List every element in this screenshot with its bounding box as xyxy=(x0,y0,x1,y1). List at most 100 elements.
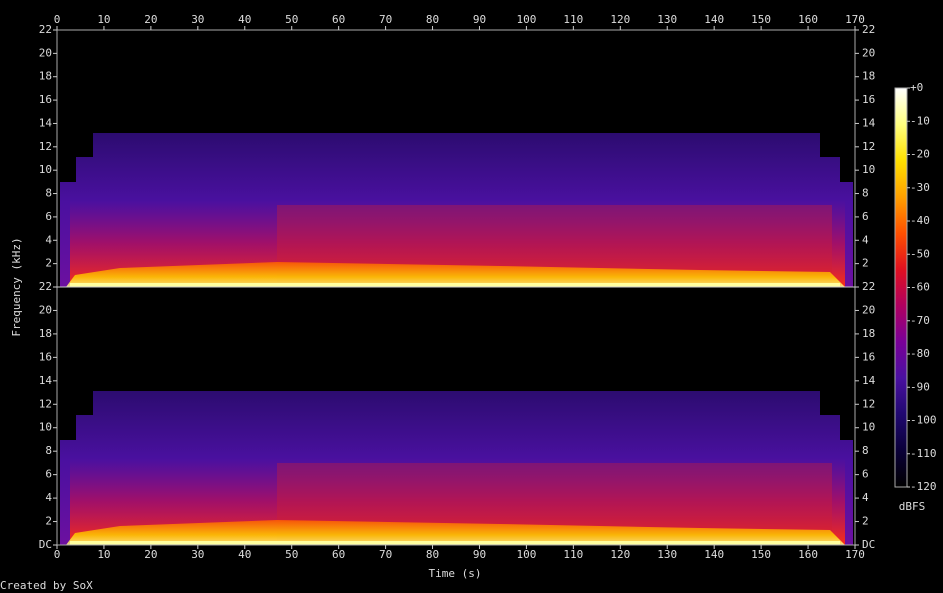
colorbar-tick-label: -20 xyxy=(910,148,930,161)
x-tick-label: 140 xyxy=(704,13,724,26)
y-tick-label: 10 xyxy=(862,421,875,434)
x-tick-label: 140 xyxy=(704,548,724,561)
y-tick-label: 2 xyxy=(45,257,52,270)
x-tick-label: 130 xyxy=(657,548,677,561)
y-tick-label: 2 xyxy=(862,257,869,270)
y-tick-label: 14 xyxy=(862,374,876,387)
x-tick-label: 90 xyxy=(473,548,486,561)
y-tick-label: 6 xyxy=(862,210,869,223)
colorbar-tick-label: -100 xyxy=(910,414,937,427)
x-tick-label: 70 xyxy=(379,13,392,26)
x-tick-label: 50 xyxy=(285,548,298,561)
x-tick-label: 50 xyxy=(285,13,298,26)
y-tick-label: 18 xyxy=(862,70,875,83)
y-tick-label: 8 xyxy=(862,444,869,457)
x-tick-label: 110 xyxy=(563,548,583,561)
colorbar-tick-label: -60 xyxy=(910,281,930,294)
colorbar-tick-label: -110 xyxy=(910,447,937,460)
x-tick-label: 40 xyxy=(238,13,251,26)
y-tick-label: 10 xyxy=(39,421,52,434)
y-tick-label: 4 xyxy=(45,233,52,246)
y-axis-label: Frequency (kHz) xyxy=(10,237,23,336)
y-tick-label: 12 xyxy=(862,140,875,153)
colorbar-tick-label: +0 xyxy=(910,81,923,94)
x-tick-label: 20 xyxy=(144,13,157,26)
x-tick-label: 120 xyxy=(610,13,630,26)
x-tick-label: 150 xyxy=(751,13,771,26)
x-tick-label: 150 xyxy=(751,548,771,561)
spectrogram-top xyxy=(60,133,853,287)
y-tick-label: 22 xyxy=(39,280,52,293)
colorbar-tick-label: -50 xyxy=(910,247,930,260)
spectrogram-bottom xyxy=(60,391,853,545)
y-tick-label: 8 xyxy=(45,187,52,200)
colorbar-label: dBFS xyxy=(899,500,926,513)
x-tick-label: 0 xyxy=(54,548,61,561)
y-tick-label: 22 xyxy=(862,23,875,36)
x-tick-label: 100 xyxy=(516,548,536,561)
colorbar-tick-label: -40 xyxy=(910,214,930,227)
x-tick-label: 10 xyxy=(97,13,110,26)
y-tick-label: DC xyxy=(39,538,52,551)
y-tick-label: 4 xyxy=(45,491,52,504)
y-tick-label: 4 xyxy=(862,233,869,246)
x-tick-label: 0 xyxy=(54,13,61,26)
y-tick-label: 14 xyxy=(39,374,53,387)
x-tick-label: 120 xyxy=(610,548,630,561)
y-tick-label: 14 xyxy=(39,116,53,129)
x-tick-label: 90 xyxy=(473,13,486,26)
y-tick-label: 6 xyxy=(45,210,52,223)
y-tick-label: 18 xyxy=(862,327,875,340)
y-tick-label: 18 xyxy=(39,70,52,83)
y-tick-label: 2 xyxy=(45,515,52,528)
y-tick-label: 20 xyxy=(862,303,875,316)
x-tick-label: 20 xyxy=(144,548,157,561)
x-tick-label: 80 xyxy=(426,548,439,561)
x-axis-label: Time (s) xyxy=(429,567,482,580)
y-tick-label: 12 xyxy=(39,140,52,153)
x-tick-label: 10 xyxy=(97,548,110,561)
y-tick-label: 12 xyxy=(862,397,875,410)
colorbar-tick-label: -120 xyxy=(910,480,937,493)
x-tick-label: 160 xyxy=(798,13,818,26)
y-tick-label: 16 xyxy=(39,350,52,363)
x-tick-label: 110 xyxy=(563,13,583,26)
y-tick-label: 12 xyxy=(39,397,52,410)
x-tick-label: 80 xyxy=(426,13,439,26)
x-tick-label: 30 xyxy=(191,548,204,561)
x-tick-label: 100 xyxy=(516,13,536,26)
y-tick-label: 10 xyxy=(39,163,52,176)
y-tick-label: 18 xyxy=(39,327,52,340)
footer: Created by SoX xyxy=(0,579,93,592)
y-tick-label: DC xyxy=(862,538,875,551)
y-tick-label: 20 xyxy=(862,46,875,59)
colorbar-tick-label: -70 xyxy=(910,314,930,327)
y-tick-label: 16 xyxy=(862,350,875,363)
x-tick-label: 160 xyxy=(798,548,818,561)
y-tick-label: 22 xyxy=(862,280,875,293)
y-tick-label: 14 xyxy=(862,116,876,129)
y-tick-label: 6 xyxy=(45,468,52,481)
y-tick-label: 8 xyxy=(45,444,52,457)
y-tick-label: 22 xyxy=(39,23,52,36)
y-tick-label: 8 xyxy=(862,187,869,200)
x-tick-label: 130 xyxy=(657,13,677,26)
y-tick-label: 2 xyxy=(862,515,869,528)
x-tick-label: 70 xyxy=(379,548,392,561)
x-tick-label: 40 xyxy=(238,548,251,561)
y-tick-label: 20 xyxy=(39,303,52,316)
x-tick-label: 170 xyxy=(845,548,865,561)
colorbar xyxy=(894,87,908,488)
colorbar-tick-label: -30 xyxy=(910,181,930,194)
x-tick-label: 170 xyxy=(845,13,865,26)
y-tick-label: 20 xyxy=(39,46,52,59)
y-tick-label: 16 xyxy=(39,93,52,106)
colorbar-tick-label: -80 xyxy=(910,347,930,360)
y-tick-label: 16 xyxy=(862,93,875,106)
y-tick-label: 10 xyxy=(862,163,875,176)
x-tick-label: 30 xyxy=(191,13,204,26)
x-tick-label: 60 xyxy=(332,548,345,561)
x-tick-label: 60 xyxy=(332,13,345,26)
y-tick-label: 4 xyxy=(862,491,869,504)
